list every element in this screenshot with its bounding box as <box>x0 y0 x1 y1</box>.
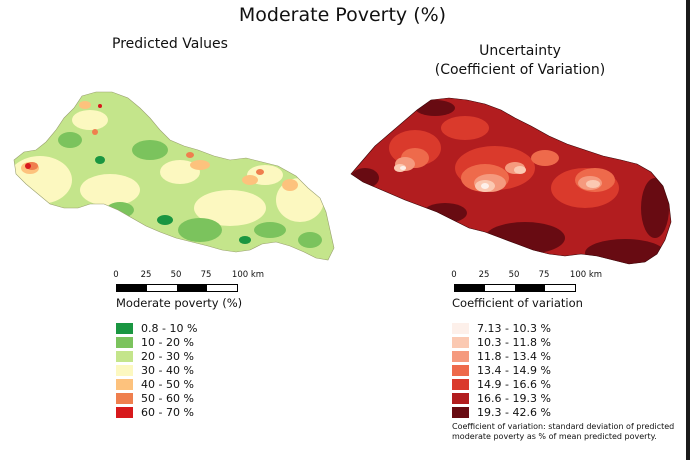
scale-tick-label: 75 <box>538 270 550 280</box>
window-border <box>686 0 690 460</box>
legend-item: 10.3 - 11.8 % <box>452 335 583 349</box>
legend-label: 50 - 60 % <box>141 392 194 406</box>
scale-tick-label: 0 <box>113 270 119 280</box>
legend-label: 19.3 - 42.6 % <box>477 406 551 420</box>
legend-label: 11.8 - 13.4 % <box>477 349 551 363</box>
scale-tick-label: 75 <box>200 270 212 280</box>
legend-item: 11.8 - 13.4 % <box>452 349 583 363</box>
right-legend: Coefficient of variation 7.13 - 10.3 % 10… <box>452 296 583 420</box>
scale-bar-graphic <box>454 284 576 292</box>
scale-bar-graphic <box>116 284 238 292</box>
right-panel-title: Uncertainty (Coefficient of Variation) <box>405 42 635 80</box>
left-panel-title: Predicted Values <box>112 36 228 52</box>
legend-swatch <box>452 378 469 390</box>
legend-item: 60 - 70 % <box>116 406 242 420</box>
right-title-line1: Uncertainty <box>479 43 561 59</box>
legend-label: 10 - 20 % <box>141 335 194 349</box>
right-title-line2: (Coefficient of Variation) <box>434 62 606 78</box>
legend-swatch <box>116 378 133 390</box>
legend-label: 14.9 - 16.6 % <box>477 377 551 391</box>
legend-swatch <box>452 336 469 348</box>
legend-swatch <box>452 364 469 376</box>
scale-tick-label: 50 <box>508 270 520 280</box>
scale-tick-label: 0 <box>451 270 457 280</box>
cv-footnote: Coefficient of variation: standard devia… <box>452 422 675 441</box>
page-title: Moderate Poverty (%) <box>238 4 447 26</box>
legend-label: 16.6 - 19.3 % <box>477 392 551 406</box>
scale-tick-label: 50 <box>170 270 182 280</box>
legend-label: 40 - 50 % <box>141 377 194 391</box>
predicted-values-map <box>13 91 335 261</box>
right-scalebar: 0 25 50 75 100 km <box>451 270 614 300</box>
legend-item: 20 - 30 % <box>116 349 242 363</box>
legend-swatch <box>116 322 133 334</box>
legend-swatch <box>116 350 133 362</box>
scale-tick-label: 25 <box>478 270 490 280</box>
legend-label: 10.3 - 11.8 % <box>477 335 551 349</box>
legend-item: 14.9 - 16.6 % <box>452 377 583 391</box>
legend-swatch <box>452 393 469 405</box>
uncertainty-map <box>350 97 672 265</box>
legend-label: 20 - 30 % <box>141 349 194 363</box>
legend-item: 7.13 - 10.3 % <box>452 321 583 335</box>
legend-item: 16.6 - 19.3 % <box>452 391 583 405</box>
legend-swatch <box>452 350 469 362</box>
legend-swatch <box>116 336 133 348</box>
left-legend: Moderate poverty (%) 0.8 - 10 % 10 - 20 %… <box>116 296 242 420</box>
legend-label: 30 - 40 % <box>141 363 194 377</box>
legend-item: 40 - 50 % <box>116 377 242 391</box>
scale-tick-label: 100 km <box>231 270 265 280</box>
legend-swatch <box>116 393 133 405</box>
legend-item: 30 - 40 % <box>116 363 242 377</box>
legend-item: 0.8 - 10 % <box>116 321 242 335</box>
legend-label: 13.4 - 14.9 % <box>477 363 551 377</box>
legend-swatch <box>452 322 469 334</box>
legend-swatch <box>116 364 133 376</box>
legend-title: Moderate poverty (%) <box>116 296 243 310</box>
legend-item: 13.4 - 14.9 % <box>452 363 583 377</box>
legend-item: 19.3 - 42.6 % <box>452 406 583 420</box>
legend-swatch <box>452 407 469 419</box>
legend-swatch <box>116 407 133 419</box>
legend-label: 0.8 - 10 % <box>141 321 198 335</box>
scale-tick-label: 25 <box>140 270 152 280</box>
left-scalebar: 0 25 50 75 100 km <box>113 270 276 300</box>
legend-title: Coefficient of variation <box>452 296 583 310</box>
legend-item: 50 - 60 % <box>116 391 242 405</box>
legend-item: 10 - 20 % <box>116 335 242 349</box>
scale-tick-label: 100 km <box>569 270 603 280</box>
legend-label: 60 - 70 % <box>141 406 194 420</box>
legend-label: 7.13 - 10.3 % <box>477 321 551 335</box>
